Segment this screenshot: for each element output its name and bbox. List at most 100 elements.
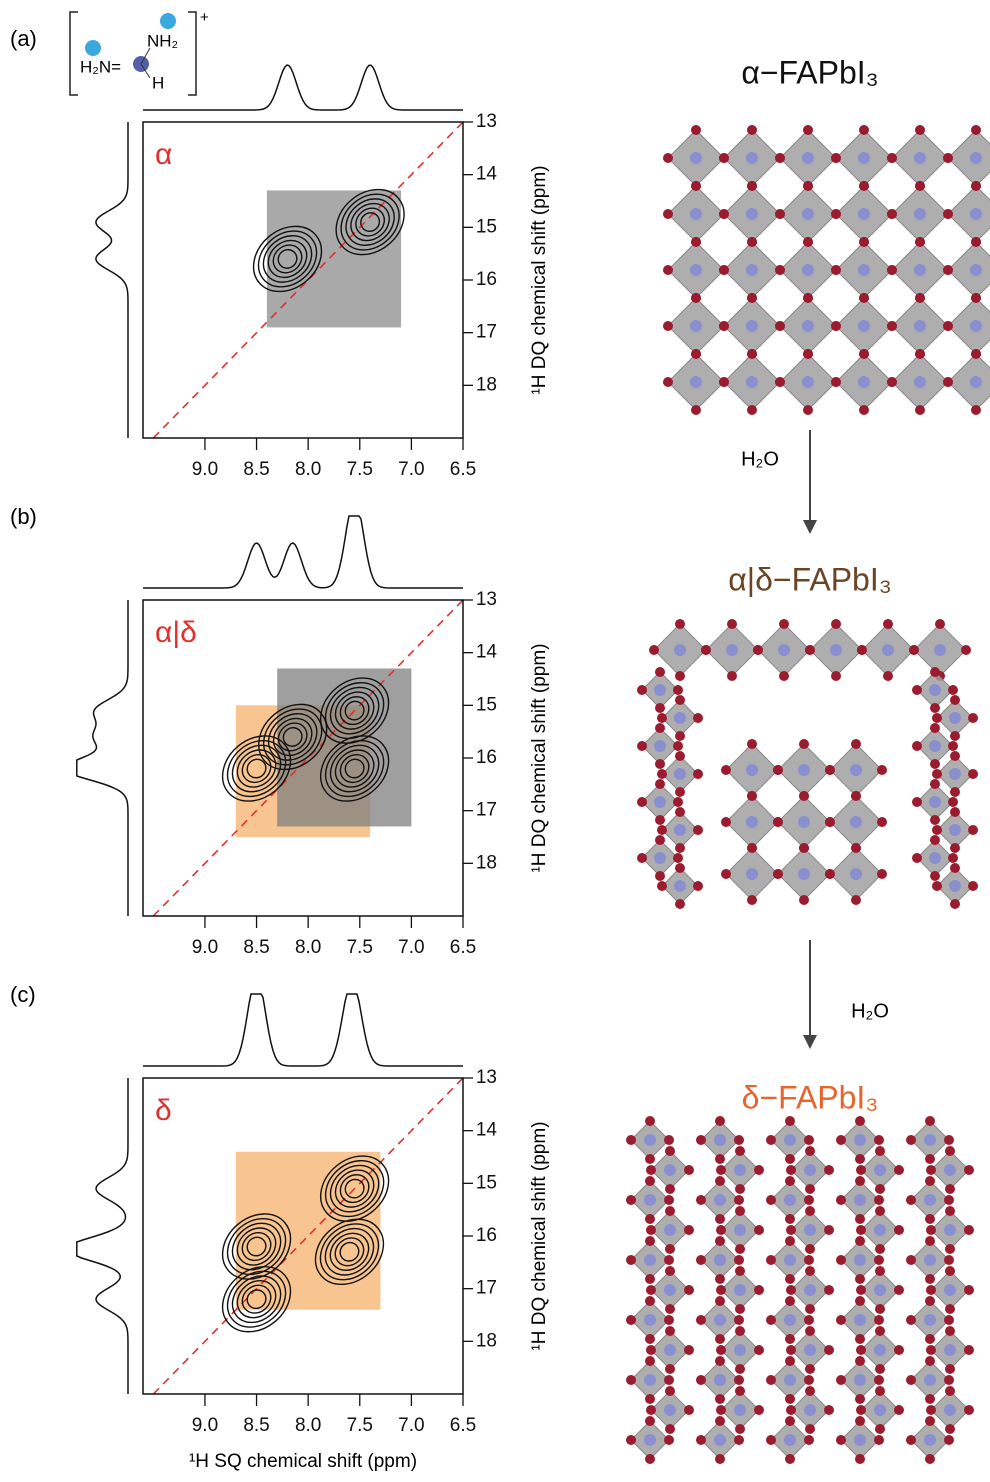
i-atom — [855, 1334, 865, 1344]
structure-title: α−FAPbI₃ — [741, 54, 878, 90]
pb-atom — [664, 1344, 676, 1356]
pb-atom — [854, 1254, 866, 1266]
i-atom — [894, 1405, 904, 1415]
i-atom — [715, 1236, 725, 1246]
i-atom — [968, 881, 978, 891]
i-atom — [754, 1225, 764, 1235]
i-atom — [925, 1356, 935, 1366]
i-atom — [715, 1274, 725, 1284]
i-atom — [719, 265, 729, 275]
i-atom — [971, 293, 981, 303]
i-atom — [665, 1206, 675, 1216]
i-atom — [804, 1135, 814, 1145]
i-atom — [945, 1424, 955, 1434]
i-atom — [926, 1225, 936, 1235]
pb-atom — [804, 1344, 816, 1356]
pb-atom — [874, 1224, 886, 1236]
i-atom — [859, 349, 869, 359]
i-atom — [779, 671, 789, 681]
i-atom — [926, 1345, 936, 1355]
top-projection — [143, 65, 463, 110]
i-atom — [930, 667, 940, 677]
i-atom — [964, 1405, 974, 1415]
i-atom — [925, 1274, 935, 1284]
y-tick-label: 17 — [476, 1278, 497, 1299]
i-atom — [805, 1266, 815, 1276]
i-atom — [684, 1165, 694, 1175]
pb-atom — [690, 264, 702, 276]
i-atom — [655, 835, 665, 845]
pb-atom — [798, 868, 810, 880]
i-atom — [675, 787, 685, 797]
i-atom — [874, 1315, 884, 1325]
i-atom — [626, 1375, 636, 1385]
i-atom — [887, 377, 897, 387]
pb-atom — [674, 712, 686, 724]
i-atom — [906, 1135, 916, 1145]
i-atom — [948, 797, 958, 807]
i-atom — [925, 1116, 935, 1126]
i-atom — [874, 1375, 884, 1385]
i-atom — [665, 1304, 675, 1314]
pb-atom — [944, 1164, 956, 1176]
i-atom — [753, 645, 763, 655]
pb-atom — [944, 1224, 956, 1236]
i-atom — [851, 843, 861, 853]
pb-atom — [924, 1254, 936, 1266]
i-atom — [805, 1386, 815, 1396]
i-atom — [950, 899, 960, 909]
x-tick-label: 6.5 — [450, 937, 476, 958]
i-atom — [773, 765, 783, 775]
i-atom — [950, 843, 960, 853]
i-atom — [684, 1405, 694, 1415]
i-atom — [773, 869, 783, 879]
i-atom — [851, 739, 861, 749]
i-atom — [626, 1435, 636, 1445]
i-atom — [874, 1135, 884, 1145]
cation-text: + — [200, 9, 209, 26]
pb-atom — [858, 320, 870, 332]
i-atom — [691, 125, 701, 135]
i-atom — [754, 1285, 764, 1295]
i-atom — [887, 321, 897, 331]
x-tick-label: 9.0 — [192, 937, 218, 958]
i-atom — [930, 871, 940, 881]
i-atom — [779, 619, 789, 629]
pb-atom — [858, 264, 870, 276]
i-atom — [715, 1394, 725, 1404]
i-atom — [645, 1296, 655, 1306]
i-atom — [785, 1116, 795, 1126]
pb-atom — [714, 1254, 726, 1266]
i-atom — [785, 1356, 795, 1366]
i-atom — [968, 713, 978, 723]
structure-title: δ−FAPbI₃ — [742, 1079, 879, 1115]
pb-atom — [949, 824, 961, 836]
i-atom — [691, 237, 701, 247]
i-atom — [944, 1255, 954, 1265]
i-atom — [735, 1206, 745, 1216]
i-atom — [645, 1394, 655, 1404]
i-atom — [894, 1225, 904, 1235]
i-atom — [875, 1146, 885, 1156]
i-atom — [716, 1345, 726, 1355]
i-atom — [657, 713, 667, 723]
i-atom — [875, 1206, 885, 1216]
i-atom — [930, 779, 940, 789]
i-atom — [883, 671, 893, 681]
i-atom — [925, 1334, 935, 1344]
pb-atom — [850, 868, 862, 880]
i-atom — [906, 1375, 916, 1385]
left-projection — [96, 122, 128, 438]
i-atom — [950, 751, 960, 761]
octahedron — [948, 130, 990, 186]
i-atom — [855, 1176, 865, 1186]
i-atom — [785, 1334, 795, 1344]
i-atom — [925, 1176, 935, 1186]
y-tick-label: 14 — [476, 164, 498, 185]
i-atom — [935, 619, 945, 629]
pb-atom — [802, 376, 814, 388]
pb-atom — [924, 1434, 936, 1446]
i-atom — [915, 349, 925, 359]
i-atom — [964, 1225, 974, 1235]
i-atom — [645, 1334, 655, 1344]
